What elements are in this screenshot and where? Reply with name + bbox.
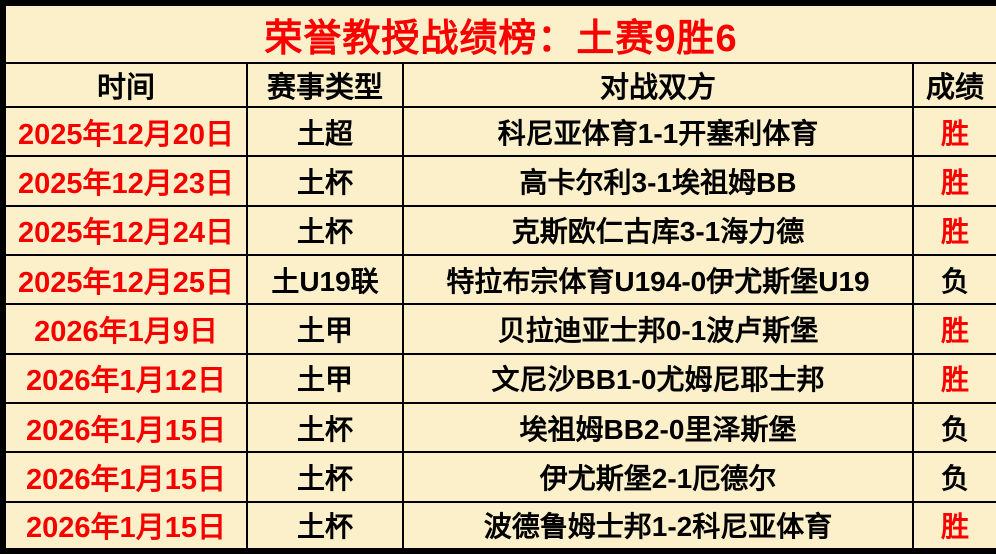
match-cell: 贝拉迪亚士邦0-1波卢斯堡 — [402, 303, 914, 355]
table-header-row: 时间 赛事类型 对战双方 成绩 — [2, 62, 996, 108]
match-cell: 高卡尔利3-1埃祖姆BB — [402, 155, 914, 207]
result-cell: 胜 — [911, 500, 996, 553]
match-cell: 埃祖姆BB2-0里泽斯堡 — [402, 401, 914, 454]
title-row: 荣誉教授战绩榜：土赛9胜6 — [1, 2, 996, 64]
table-row: 2026年1月15日 土杯 伊尤斯堡2-1厄德尔 负 — [2, 451, 996, 503]
table-row: 2025年12月25日 土U19联 特拉布宗体育U194-0伊尤斯堡U19 负 — [2, 253, 996, 306]
league-cell: 土杯 — [246, 401, 404, 454]
result-cell: 胜 — [911, 155, 996, 207]
result-cell: 胜 — [911, 303, 996, 355]
result-cell: 负 — [911, 451, 996, 503]
result-cell: 胜 — [911, 204, 996, 256]
match-cell: 科尼亚体育1-1开塞利体育 — [402, 105, 914, 158]
date-cell: 2025年12月24日 — [2, 204, 248, 256]
table-row: 2026年1月12日 土甲 文尼沙BB1-0尤姆尼耶士邦 胜 — [2, 352, 996, 404]
date-cell: 2025年12月23日 — [2, 155, 248, 207]
date-cell: 2025年12月25日 — [2, 253, 248, 306]
match-cell: 文尼沙BB1-0尤姆尼耶士邦 — [402, 352, 914, 404]
league-cell: 土甲 — [246, 303, 404, 355]
col-header-league: 赛事类型 — [246, 62, 404, 108]
result-cell: 负 — [911, 401, 996, 454]
match-cell: 克斯欧仁古库3-1海力德 — [402, 204, 914, 256]
table-row: 2026年1月15日 土杯 埃祖姆BB2-0里泽斯堡 负 — [2, 401, 996, 454]
table-row: 2026年1月9日 土甲 贝拉迪亚士邦0-1波卢斯堡 胜 — [2, 303, 996, 355]
match-cell: 特拉布宗体育U194-0伊尤斯堡U19 — [402, 253, 914, 306]
match-cell: 波德鲁姆士邦1-2科尼亚体育 — [402, 500, 914, 553]
result-cell: 胜 — [911, 352, 996, 404]
page-title: 荣誉教授战绩榜：土赛9胜6 — [1, 2, 996, 64]
table-row: 2025年12月20日 土超 科尼亚体育1-1开塞利体育 胜 — [2, 105, 996, 158]
date-cell: 2026年1月15日 — [2, 401, 248, 454]
league-cell: 土U19联 — [246, 253, 404, 306]
table-row: 2026年1月15日 土杯 波德鲁姆士邦1-2科尼亚体育 胜 — [2, 500, 996, 553]
col-header-result: 成绩 — [911, 62, 996, 108]
league-cell: 土杯 — [246, 500, 404, 553]
league-cell: 土甲 — [246, 352, 404, 404]
league-cell: 土杯 — [246, 451, 404, 503]
date-cell: 2026年1月12日 — [2, 352, 248, 404]
date-cell: 2026年1月9日 — [2, 303, 248, 355]
table-row: 2025年12月24日 土杯 克斯欧仁古库3-1海力德 胜 — [2, 204, 996, 256]
col-header-time: 时间 — [2, 62, 248, 108]
result-cell: 胜 — [911, 105, 996, 158]
date-cell: 2026年1月15日 — [2, 500, 248, 553]
league-cell: 土杯 — [246, 155, 404, 207]
league-cell: 土杯 — [246, 204, 404, 256]
date-cell: 2025年12月20日 — [2, 105, 248, 158]
date-cell: 2026年1月15日 — [2, 451, 248, 503]
col-header-match: 对战双方 — [402, 62, 914, 108]
match-cell: 伊尤斯堡2-1厄德尔 — [402, 451, 914, 503]
result-cell: 负 — [911, 253, 996, 306]
league-cell: 土超 — [246, 105, 404, 158]
table-row: 2025年12月23日 土杯 高卡尔利3-1埃祖姆BB 胜 — [2, 155, 996, 207]
